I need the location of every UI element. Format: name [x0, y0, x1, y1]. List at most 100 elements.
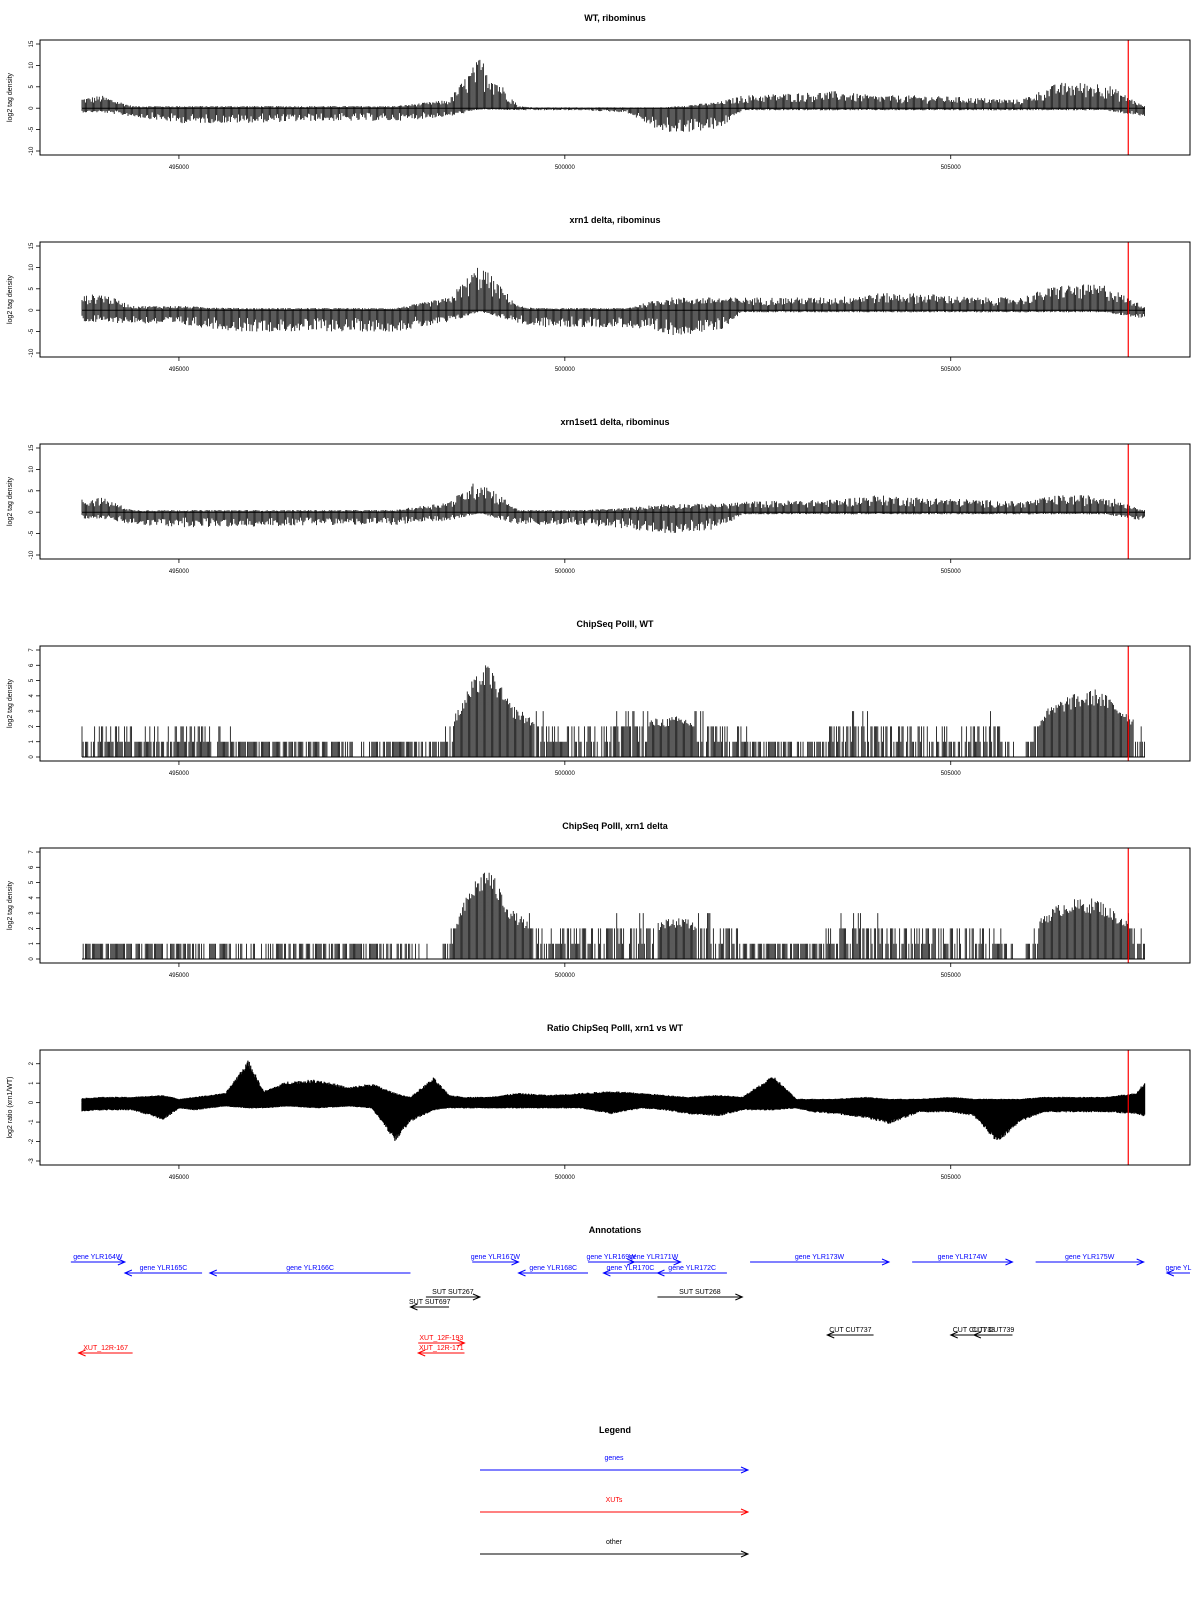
x-tick-label: 495000: [169, 367, 190, 373]
annotation-arrowhead: [409, 1303, 418, 1311]
annotation-arrowhead: [123, 1269, 133, 1277]
annotation-label: gene YLR169W: [586, 1254, 636, 1261]
y-tick-label: -10: [29, 348, 35, 357]
plot-frame: [39, 847, 1191, 964]
chart-title: WT, ribominus: [584, 13, 646, 23]
y-tick-label: 5: [29, 488, 35, 492]
legend-arrowhead: [740, 1550, 750, 1558]
x-tick-label: 495000: [169, 165, 190, 171]
series-negative-bars: [81, 108, 1145, 132]
y-tick-label: 15: [29, 242, 35, 249]
y-tick-label: 7: [29, 850, 35, 854]
series-bars: [82, 872, 1145, 959]
annotation-xut-12r-171: XUT_12R-171: [416, 1345, 465, 1357]
series-positive-bars: [82, 872, 1145, 959]
annotation-label: CUT CUT738: [953, 1327, 995, 1334]
y-tick-label: -2: [29, 1138, 35, 1144]
annotation-arrowhead: [1005, 1258, 1014, 1266]
annotation-arrowhead: [673, 1258, 682, 1266]
y-tick-label: 0: [29, 510, 35, 514]
y-tick-label: -10: [29, 550, 35, 559]
chart-title: ChipSeq PolII, WT: [577, 619, 654, 629]
chart-panel-1: xrn1 delta, ribominus log2 tag density -10…: [7, 215, 1191, 373]
legend-label: genes: [604, 1455, 624, 1462]
x-tick-label: 495000: [169, 569, 190, 575]
y-tick-label: 5: [29, 286, 35, 290]
x-tick-label: 500000: [555, 973, 576, 979]
x-tick-label: 495000: [169, 1175, 190, 1181]
x-tick-label: 500000: [555, 569, 576, 575]
annotation-gene-ylr173w: gene YLR173W: [750, 1254, 891, 1266]
annotation-arrowhead: [457, 1339, 466, 1347]
annotation-gene-ylr175w: gene YLR175W: [1035, 1254, 1145, 1266]
y-axis-label: log2 tag density: [7, 678, 14, 728]
plot-frame: [39, 1049, 1191, 1166]
annotation-gene-ylr167w: gene YLR167W: [471, 1254, 520, 1266]
x-tick-label: 505000: [941, 569, 962, 575]
y-tick-label: 4: [29, 694, 35, 698]
annotation-gene-yl: gene YL: [1165, 1265, 1192, 1277]
y-tick-label: 5: [29, 678, 35, 682]
series-negative-bars: [81, 512, 1145, 533]
annotation-label: gene YLR165C: [140, 1265, 188, 1272]
x-tick-label: 505000: [941, 973, 962, 979]
y-tick-label: -5: [29, 328, 35, 334]
annotation-arrowhead: [117, 1258, 127, 1266]
annotation-xut-12r-167: XUT_12R-167: [77, 1345, 133, 1357]
y-tick-label: 10: [29, 61, 35, 68]
chart-title: Ratio ChipSeq PolII, xrn1 vs WT: [547, 1023, 684, 1033]
annotation-arrowhead: [517, 1269, 526, 1277]
y-tick-label: 5: [29, 84, 35, 88]
x-tick-label: 500000: [555, 771, 576, 777]
annotation-sut-sut268: SUT SUT268: [657, 1289, 744, 1301]
annotation-cut-cut739: CUT CUT739: [972, 1327, 1014, 1339]
series-bars: [81, 267, 1145, 335]
annotation-arrowhead: [825, 1331, 835, 1339]
annotation-label: gene YLR171W: [629, 1254, 679, 1261]
legend-item-xut: XUTs: [480, 1497, 750, 1516]
y-tick-label: 0: [29, 1100, 35, 1104]
annotation-gene-ylr168c: gene YLR168C: [517, 1265, 588, 1277]
annotation-label: SUT SUT268: [679, 1289, 721, 1296]
annotation-label: gene YLR174W: [938, 1254, 988, 1261]
y-tick-label: 3: [29, 709, 35, 713]
annotation-gene-ylr174w: gene YLR174W: [912, 1254, 1014, 1266]
legend-item-other: other: [480, 1539, 750, 1558]
annotation-gene-ylr164w: gene YLR164W: [70, 1254, 127, 1266]
annotation-label: XUT_12R-167: [83, 1345, 128, 1352]
annotation-arrowhead: [472, 1293, 482, 1301]
chart-title: xrn1 delta, ribominus: [569, 215, 660, 225]
chart-panel-5: Ratio ChipSeq PolII, xrn1 vs WT log2 rati…: [7, 1023, 1191, 1181]
legend-item-gene: genes: [480, 1455, 750, 1474]
annotation-arrowhead: [208, 1269, 217, 1277]
annotation-label: gene YLR168C: [529, 1265, 577, 1272]
series-positive-bars: [81, 665, 1145, 757]
annotation-label: CUT CUT737: [829, 1327, 871, 1334]
series-positive-bars: [81, 1060, 1146, 1103]
y-tick-label: 0: [29, 755, 35, 759]
legend-label: other: [606, 1539, 623, 1546]
y-tick-label: 10: [29, 465, 35, 472]
annotation-gene-ylr171w: gene YLR171W: [626, 1254, 682, 1266]
y-tick-label: 3: [29, 911, 35, 915]
annotation-label: CUT CUT739: [972, 1327, 1014, 1334]
plot-frame: [39, 645, 1191, 762]
annotation-gene-ylr166c: gene YLR166C: [208, 1265, 411, 1277]
x-tick-label: 495000: [169, 973, 190, 979]
chart-panel-3: ChipSeq PolII, WT log2 tag density 0 1 2 3 4 5 6…: [7, 619, 1191, 777]
annotation-label: gene YLR175W: [1065, 1254, 1115, 1261]
y-tick-label: 1: [29, 941, 35, 945]
y-axis-label: log2 tag density: [7, 476, 14, 526]
annotation-label: XUT_12R-171: [419, 1345, 464, 1352]
series-bars: [81, 665, 1145, 757]
chart-panel-0: WT, ribominus log2 tag density -10 -5 0 5 10 15…: [7, 13, 1191, 171]
annotation-arrowhead: [735, 1293, 744, 1301]
y-tick-label: -5: [29, 126, 35, 132]
series-bars: [81, 1060, 1146, 1141]
legend-arrowhead: [740, 1466, 750, 1474]
annotation-label: XUT_12F-193: [419, 1335, 463, 1342]
y-tick-label: 1: [29, 1081, 35, 1085]
annotations-panel: Annotations gene YLR164W gene YLR165C gene…: [70, 1225, 1192, 1357]
x-tick-label: 505000: [941, 165, 962, 171]
